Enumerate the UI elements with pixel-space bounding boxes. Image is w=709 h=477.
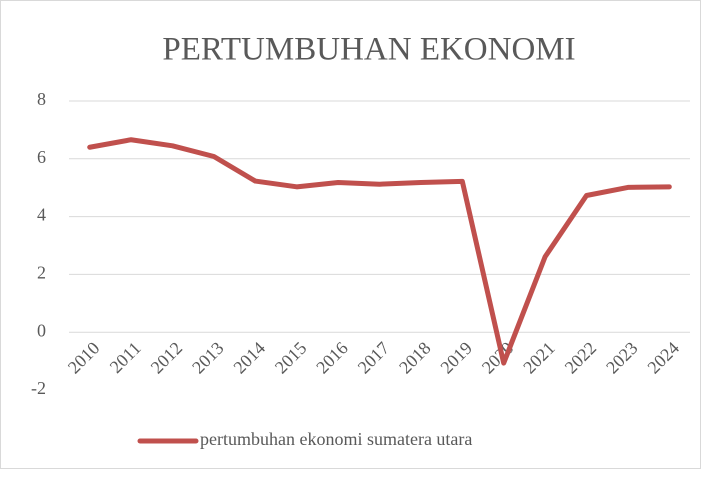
chart-title: PERTUMBUHAN EKONOMI	[162, 32, 575, 68]
y-tick-label: 8	[37, 89, 46, 109]
data-line	[87, 137, 672, 366]
chart-frame	[0, 0, 701, 469]
y-tick-label: 4	[37, 205, 46, 225]
y-tick-label: 0	[37, 320, 46, 340]
y-tick-label: 6	[37, 147, 46, 167]
legend-label: pertumbuhan ekonomi sumatera utara	[200, 429, 472, 449]
y-tick-label: 2	[37, 263, 46, 283]
y-tick-label: -2	[31, 378, 46, 398]
